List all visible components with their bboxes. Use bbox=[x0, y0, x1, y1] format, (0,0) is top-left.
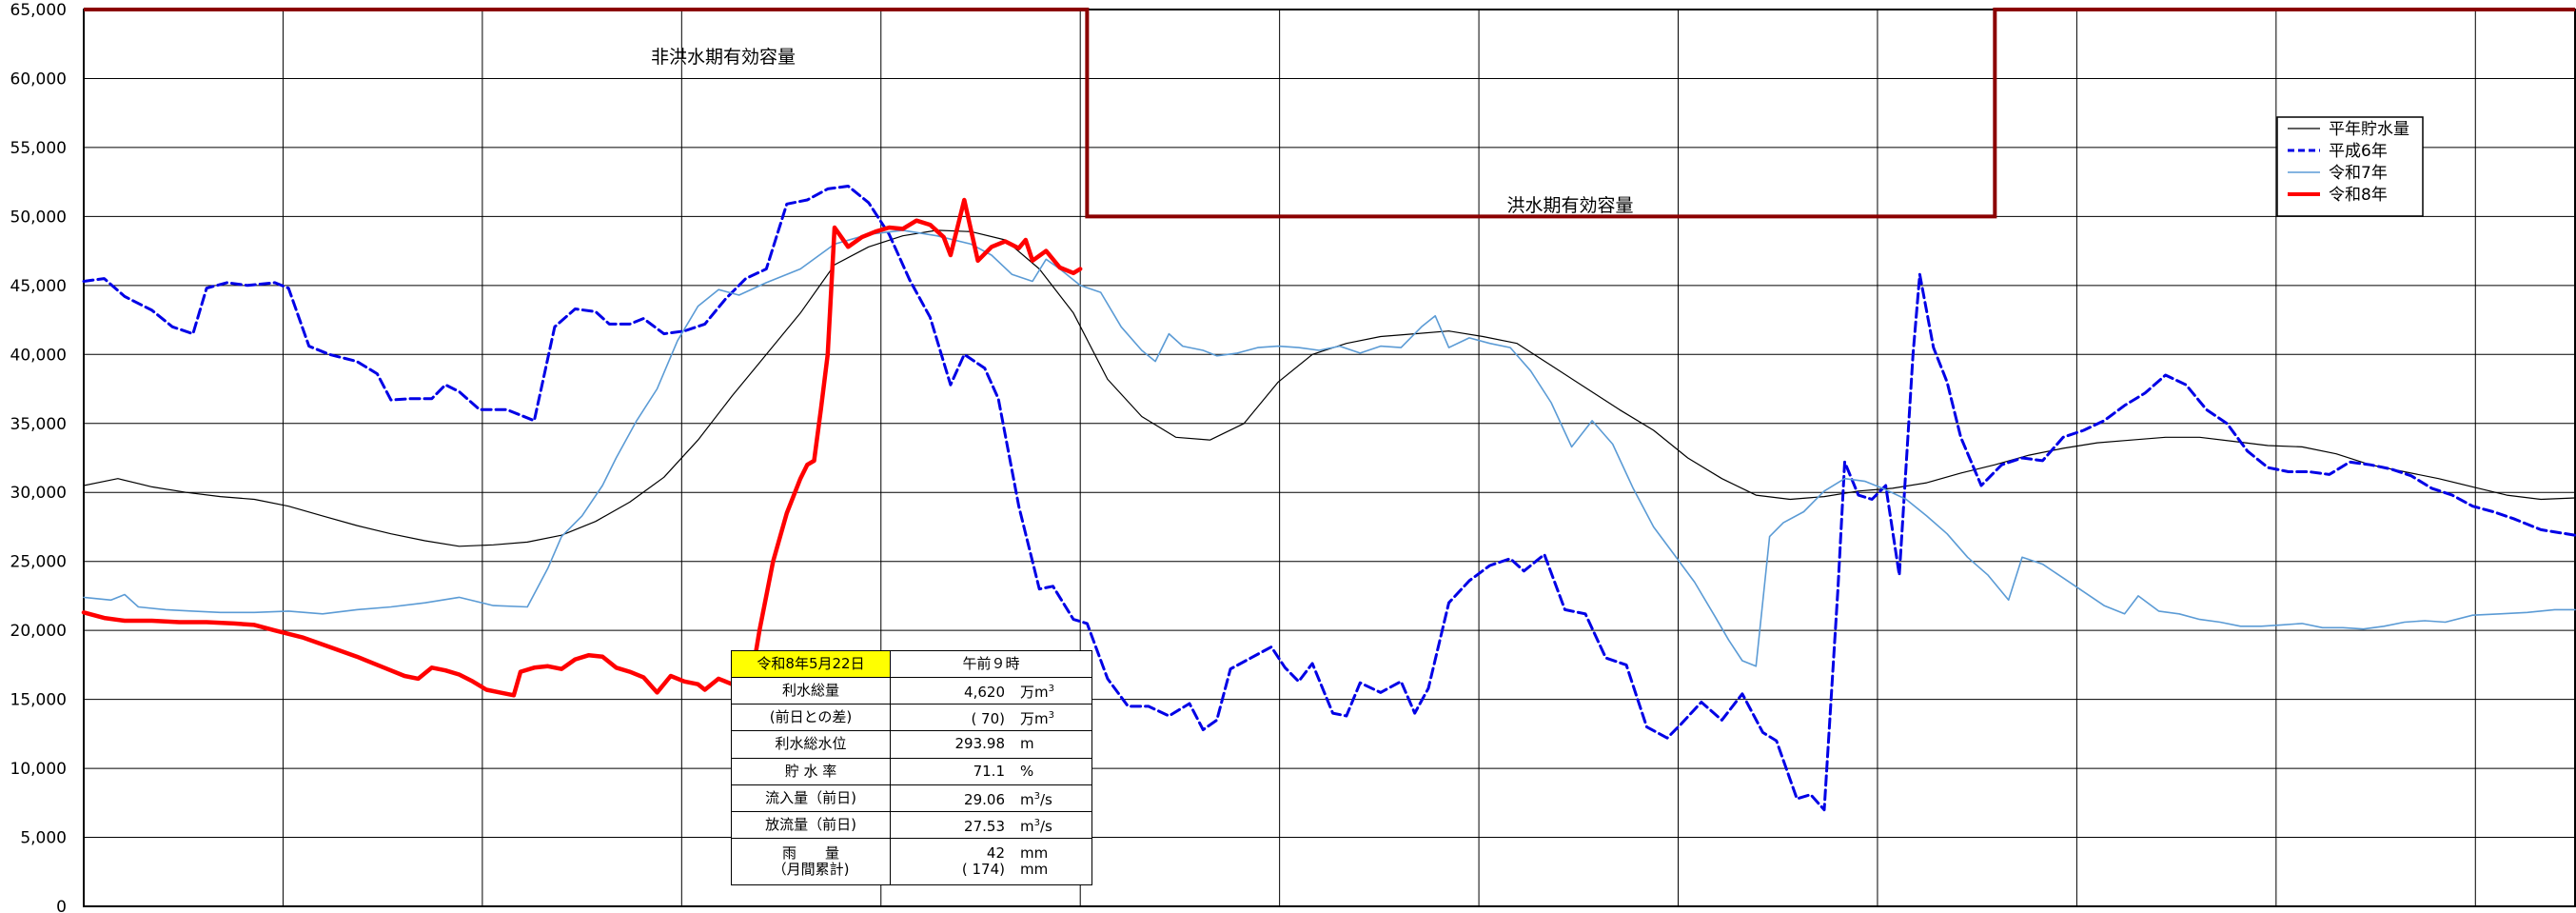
plot-frame bbox=[83, 9, 2576, 907]
info-unit-rain: mm bbox=[1020, 844, 1049, 862]
y-tick-label: 0 bbox=[56, 898, 67, 913]
info-unit-inflow: m3/s bbox=[1020, 790, 1052, 808]
info-num-rain-total: ( 174) bbox=[961, 860, 1005, 878]
info-header-row: 令和8年5月22日 午前９時 bbox=[731, 649, 1092, 679]
y-axis: 0 5,000 10,000 15,000 20,000 25,000 30,000 35,0… bbox=[10, 1, 67, 913]
y-tick-label: 60,000 bbox=[10, 69, 67, 89]
info-row-storage: 利水総量 4,620 万m3 bbox=[731, 677, 1092, 705]
info-unit-level: m bbox=[1020, 735, 1034, 753]
y-tick-label: 30,000 bbox=[10, 484, 67, 503]
info-value-inflow: 29.06 m3/s bbox=[890, 784, 1092, 812]
y-tick-label: 40,000 bbox=[10, 346, 67, 365]
info-unit-storage: 万m3 bbox=[1020, 684, 1054, 702]
info-date: 令和8年5月22日 bbox=[731, 649, 891, 679]
y-tick-label: 65,000 bbox=[10, 1, 67, 20]
series-line-3 bbox=[81, 197, 1083, 698]
capacity-line bbox=[84, 8, 2575, 219]
info-time: 午前９時 bbox=[890, 649, 1092, 679]
info-label-outflow: 放流量（前日) bbox=[731, 810, 891, 839]
legend-label-2: 令和7年 bbox=[2329, 164, 2388, 183]
info-num-diff: ( 70) bbox=[971, 710, 1005, 728]
info-label-level: 利水総水位 bbox=[731, 730, 891, 759]
info-label-inflow: 流入量（前日) bbox=[731, 784, 891, 812]
series-line-1 bbox=[82, 185, 2576, 812]
series-layer bbox=[81, 185, 2576, 812]
legend-label-3: 令和8年 bbox=[2329, 186, 2388, 205]
series-line-2 bbox=[83, 229, 2576, 667]
info-num-outflow: 27.53 bbox=[964, 817, 1005, 835]
info-value-storage: 4,620 万m3 bbox=[890, 677, 1092, 705]
info-label-diff: (前日との差) bbox=[731, 704, 891, 732]
info-num-storage: 4,620 bbox=[964, 684, 1005, 702]
info-table: 令和8年5月22日 午前９時 利水総量 4,620 万m3 (前日との差) ( 7… bbox=[731, 649, 1092, 886]
info-label-storage: 利水総量 bbox=[731, 677, 891, 705]
info-unit-diff: 万m3 bbox=[1020, 710, 1054, 728]
info-value-rain: 42 mm ( 174) mm bbox=[890, 837, 1092, 886]
info-label-rain: 雨 量 （月間累計) bbox=[731, 837, 891, 886]
annotation-non-flood-capacity: 非洪水期有効容量 bbox=[651, 47, 796, 68]
info-row-outflow: 放流量（前日) 27.53 m3/s bbox=[731, 810, 1092, 839]
legend-label-0: 平年貯水量 bbox=[2329, 120, 2409, 139]
info-value-diff: ( 70) 万m3 bbox=[890, 704, 1092, 732]
grid-lines bbox=[84, 9, 2575, 907]
y-tick-label: 15,000 bbox=[10, 691, 67, 710]
info-value-level: 293.98 m bbox=[890, 730, 1092, 759]
info-num-level: 293.98 bbox=[954, 735, 1006, 753]
y-tick-label: 20,000 bbox=[10, 622, 67, 641]
capacity-layer bbox=[84, 8, 2575, 219]
info-rain-line-2: ( 174) mm bbox=[929, 860, 1088, 878]
info-row-rain: 雨 量 （月間累計) 42 mm ( 174) mm bbox=[731, 837, 1092, 886]
info-row-inflow: 流入量（前日) 29.06 m3/s bbox=[731, 784, 1092, 812]
y-tick-label: 35,000 bbox=[10, 415, 67, 434]
info-value-rate: 71.1% bbox=[890, 757, 1092, 785]
series-line-0 bbox=[83, 229, 2576, 547]
info-num-rain: 42 bbox=[986, 844, 1005, 862]
info-row-diff: (前日との差) ( 70) 万m3 bbox=[731, 704, 1092, 732]
info-unit-rate: % bbox=[1020, 762, 1034, 780]
y-tick-label: 45,000 bbox=[10, 277, 67, 296]
y-tick-label: 50,000 bbox=[10, 208, 67, 227]
info-num-inflow: 29.06 bbox=[964, 790, 1005, 808]
info-num-rate: 71.1 bbox=[973, 762, 1005, 780]
info-label-rain-2: （月間累計) bbox=[772, 860, 850, 878]
annotation-flood-capacity: 洪水期有効容量 bbox=[1506, 195, 1633, 216]
info-row-level: 利水総水位 293.98 m bbox=[731, 730, 1092, 759]
y-tick-label: 25,000 bbox=[10, 553, 67, 572]
info-rain-line-1: 42 mm bbox=[929, 844, 1088, 862]
info-unit-rain-total: mm bbox=[1020, 860, 1049, 878]
legend-label-1: 平成6年 bbox=[2329, 142, 2388, 161]
y-tick-label: 10,000 bbox=[10, 760, 67, 779]
info-unit-outflow: m3/s bbox=[1020, 817, 1052, 835]
info-value-outflow: 27.53 m3/s bbox=[890, 810, 1092, 839]
info-label-rain-1: 雨 量 bbox=[781, 844, 839, 862]
y-tick-label: 5,000 bbox=[20, 829, 67, 848]
info-row-rate: 貯 水 率 71.1% bbox=[731, 757, 1092, 785]
info-label-rate: 貯 水 率 bbox=[731, 757, 891, 785]
y-tick-label: 55,000 bbox=[10, 139, 67, 158]
legend-frame bbox=[2276, 116, 2424, 217]
